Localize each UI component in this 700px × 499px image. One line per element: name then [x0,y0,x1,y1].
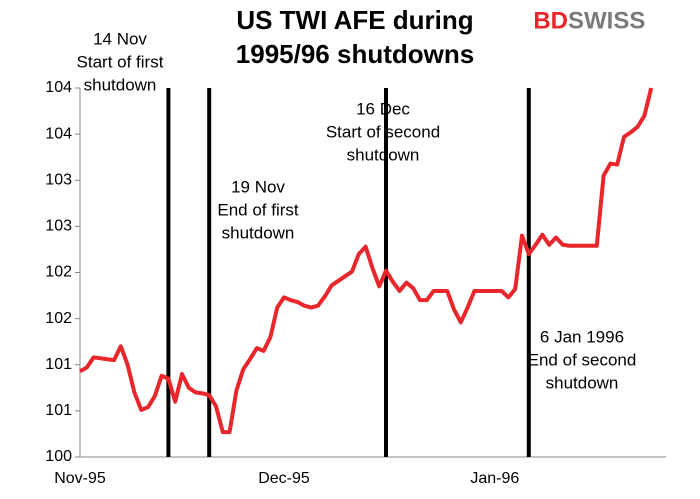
annotation: Start of second [326,122,440,141]
y-tick-label: 101 [45,402,72,419]
x-tick-label: Dec-95 [258,470,310,487]
annotation: End of second [528,350,637,369]
brand-logo: SWISS [568,7,645,34]
brand-logo: BD [533,7,568,34]
y-tick-label: 104 [45,79,72,96]
y-tick-label: 103 [45,171,72,188]
annotation: End of first [217,200,299,219]
annotation: Start of first [77,52,164,71]
data-line [79,87,654,435]
annotation: 6 Jan 1996 [540,327,624,346]
annotation: shutdown [546,373,619,392]
annotation: 14 Nov [93,29,147,48]
annotation: 16 Dec [356,99,410,118]
annotation: shutdown [84,75,157,94]
annotation: shutdown [347,145,420,164]
annotation: shutdown [222,223,295,242]
y-tick-label: 104 [45,125,72,142]
chart-title: US TWI AFE during [236,5,473,35]
y-tick-label: 102 [45,310,72,327]
x-tick-label: Nov-95 [54,470,106,487]
y-tick-label: 103 [45,218,72,235]
y-tick-label: 101 [45,356,72,373]
x-tick-label: Jan-96 [470,470,519,487]
y-tick-label: 100 [45,448,72,465]
annotation: 19 Nov [231,177,285,196]
chart-title: 1995/96 shutdowns [236,39,474,69]
y-tick-label: 102 [45,264,72,281]
